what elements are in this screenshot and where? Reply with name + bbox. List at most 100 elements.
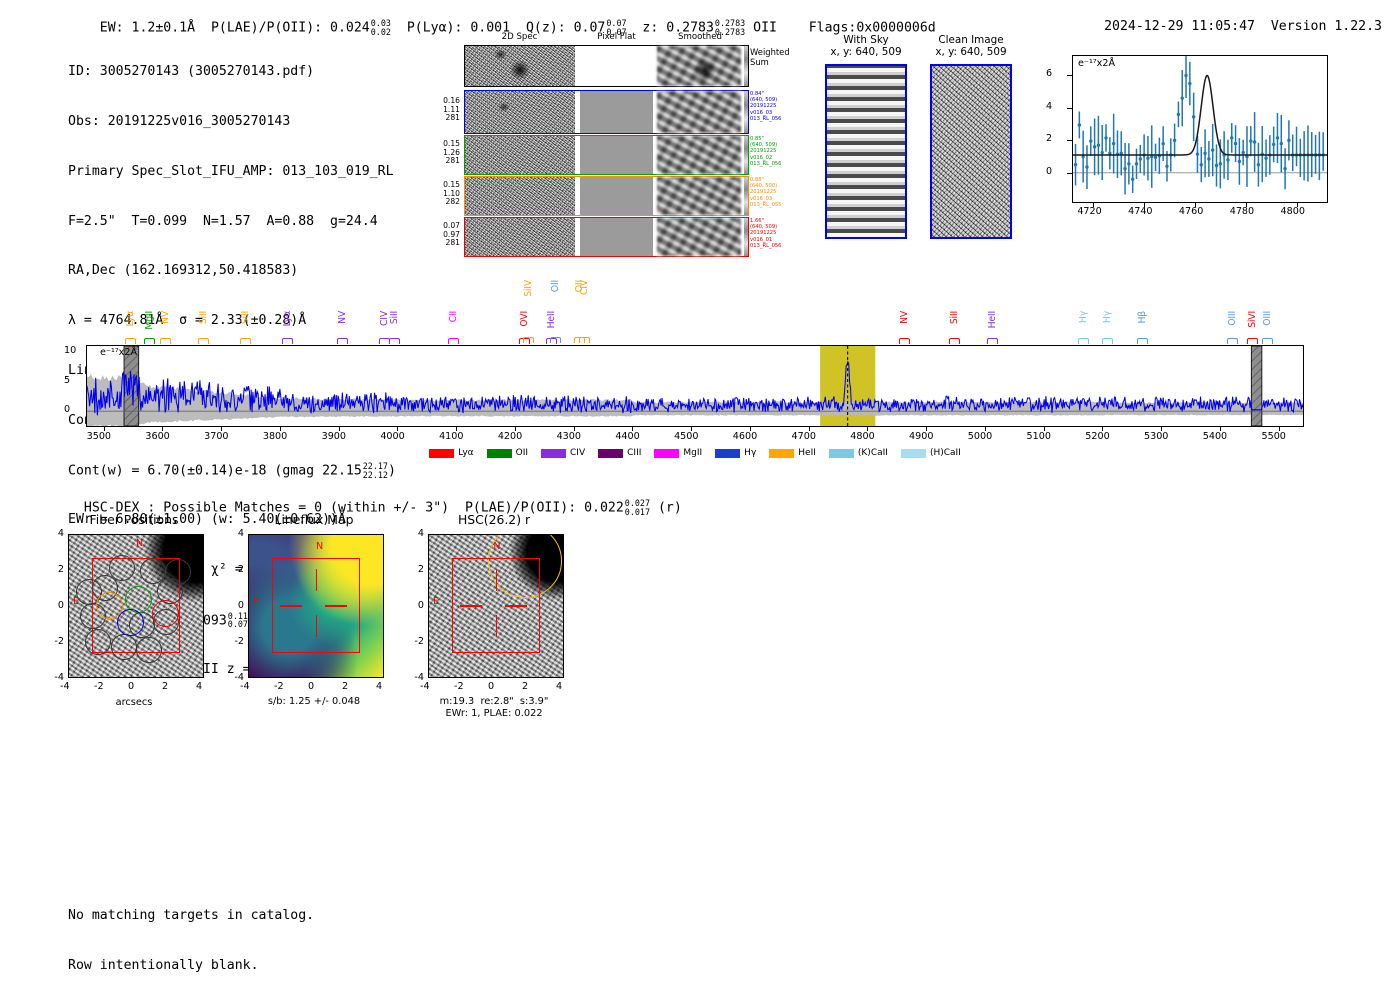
tick-mark [984,427,986,431]
cutout-with-sky-image [825,63,907,239]
legend-swatch [900,448,926,458]
tick-label: 3700 [204,431,229,442]
hsc-dex-match-line: HSC-DEX : Possible Matches = 0 (within +… [68,484,682,516]
info-params: F=2.5" T=0.099 N=1.57 A=0.88 g=24.4 [68,213,378,229]
hsc-dex-suffix: (r) [657,500,682,516]
hsc-r-band-title: HSC(26.2) r [457,512,531,527]
header-z-species: OII [753,20,777,36]
emission-line-label: HeII [986,311,998,329]
tick-label: 0 [1046,165,1053,177]
header-plya-value: 0.001 [470,20,511,36]
tick-label: 4 [556,681,563,692]
tick-label: 4700 [791,431,816,442]
exposure-left-stats: 0.16 1.11 281 [443,96,460,123]
emission-line-bracket [522,337,534,343]
info-id: ID: 3005270143 (3005270143.pdf) [68,64,315,80]
tick-mark [103,427,105,431]
emission-line-bracket [448,338,460,344]
tick-label: 3600 [145,431,170,442]
spec2d-exposure-row [464,217,749,257]
legend-item: (H)CaII [900,448,961,458]
exposure-right-meta: 0.85" (640, 509) 20191225 v016_02 013_RL… [750,136,782,167]
emission-line-label: SiII [198,311,210,325]
tick-label: 4 [1046,100,1053,112]
exposure-right-meta: 1.66" (640, 509) 20191225 v016_01 013_RL… [750,218,782,249]
spec2d-panel-group: 2D Spec Pixel Flat Smoothed Weighted Sum… [430,32,790,257]
weighted-sum-smoothed [657,46,741,86]
info-radec: RA,Dec (162.169312,50.418583) [68,263,299,279]
emission-line-bracket [160,338,172,344]
tick-mark [808,427,810,431]
info-plae-range: 0.11 0.079 [227,610,254,630]
tick-mark [1144,203,1146,207]
emission-line-bracket [549,337,561,343]
tick-label: 2 [417,564,424,575]
legend-item: CIV [541,448,585,458]
tick-label: 2 [342,681,349,692]
header-flags: Flags:0x0000006d [808,20,936,36]
tick-label: 4 [417,528,424,539]
emission-line-bracket [949,338,961,344]
exposure-2d-spec [465,218,576,256]
legend-item: HeII [769,448,816,458]
tick-label: 6 [1046,68,1053,80]
tick-label: 4900 [909,431,934,442]
header-z-value: 0.2783 [666,20,714,36]
emission-line-bracket [1137,338,1149,344]
hsc-r-band-image: N E [428,534,564,678]
east-label: E [73,596,80,608]
legend-item: Lyα [429,448,474,458]
tick-label: 0 [64,404,71,416]
fiber-highlight-orange [95,591,123,619]
footer-line-2: Row intentionally blank. [68,957,259,973]
tick-mark [1067,107,1072,109]
tick-mark [926,427,928,431]
legend-label: CIV [570,448,586,458]
full-spectrum-chart: Lyα MgII NV SiII SiII Lyα NV CIV SiII CII OVI SiIV H… [64,280,1304,445]
tick-label: 2 [162,681,169,692]
exposure-2d-spec [465,136,576,174]
emission-line-label: Lyα [125,311,137,327]
tick-label: -4 [240,681,250,692]
tick-mark [1067,140,1072,142]
tick-label: 4600 [732,431,758,442]
tick-mark [1245,203,1247,207]
header-plae-value: 0.024 [330,20,370,36]
tick-label: -4 [54,672,64,683]
emission-line-bracket [389,338,401,344]
emission-line-bracket [1247,338,1259,344]
header-plae-range: 0.03 0.02 [370,18,391,37]
col-title-smoothed: Smoothed [678,32,722,42]
header-version-string: Version 1.22.3 [1270,19,1382,34]
emission-line-label: OVI [518,311,530,327]
legend-swatch [598,448,624,458]
emission-line-label: NV [898,311,910,324]
hsc-dex-plae-range: 0.027 0.017 [624,498,650,517]
fiber-highlight-red [152,600,180,628]
line-inset-plot [1073,56,1327,195]
tick-label: 4760 [1178,206,1204,217]
col-title-pixel-flat: Pixel Flat [597,32,636,42]
header-summary-stats: EW: 1.2±0.1Å P(LAE)/P(OII): 0.024 0.03 0.0… [68,4,936,51]
exposure-smoothed [657,136,741,174]
legend-item: OII [486,448,528,458]
emission-line-label: SiII [239,311,251,325]
emission-line-label: Lyα [281,311,293,327]
info-primary-spec-slot: Primary Spec_Slot_IFU_AMP: 013_103_019_R… [68,163,394,179]
tick-mark [1093,203,1095,207]
info-wavelength-sigma: λ = 4764.81Å σ = 2.33(±0.28)Å [68,313,307,329]
tick-mark [1296,203,1298,207]
cutout-with-sky: With Sky x, y: 640, 509 [820,34,912,239]
tick-label: 0 [488,681,495,692]
tick-mark [1043,427,1045,431]
east-label: E [253,596,260,608]
emission-line-bracket [1101,338,1113,344]
legend-label: HeII [798,448,816,458]
legend-label: (H)CaII [929,448,961,458]
emission-line-label: CII [448,311,460,323]
tick-label: 5500 [1261,431,1286,442]
footer-line-1: No matching targets in catalog. [68,908,315,924]
tick-label: 10 [64,344,77,356]
tick-label: 4 [196,681,203,692]
emission-line-label: Hβ [1137,311,1149,324]
